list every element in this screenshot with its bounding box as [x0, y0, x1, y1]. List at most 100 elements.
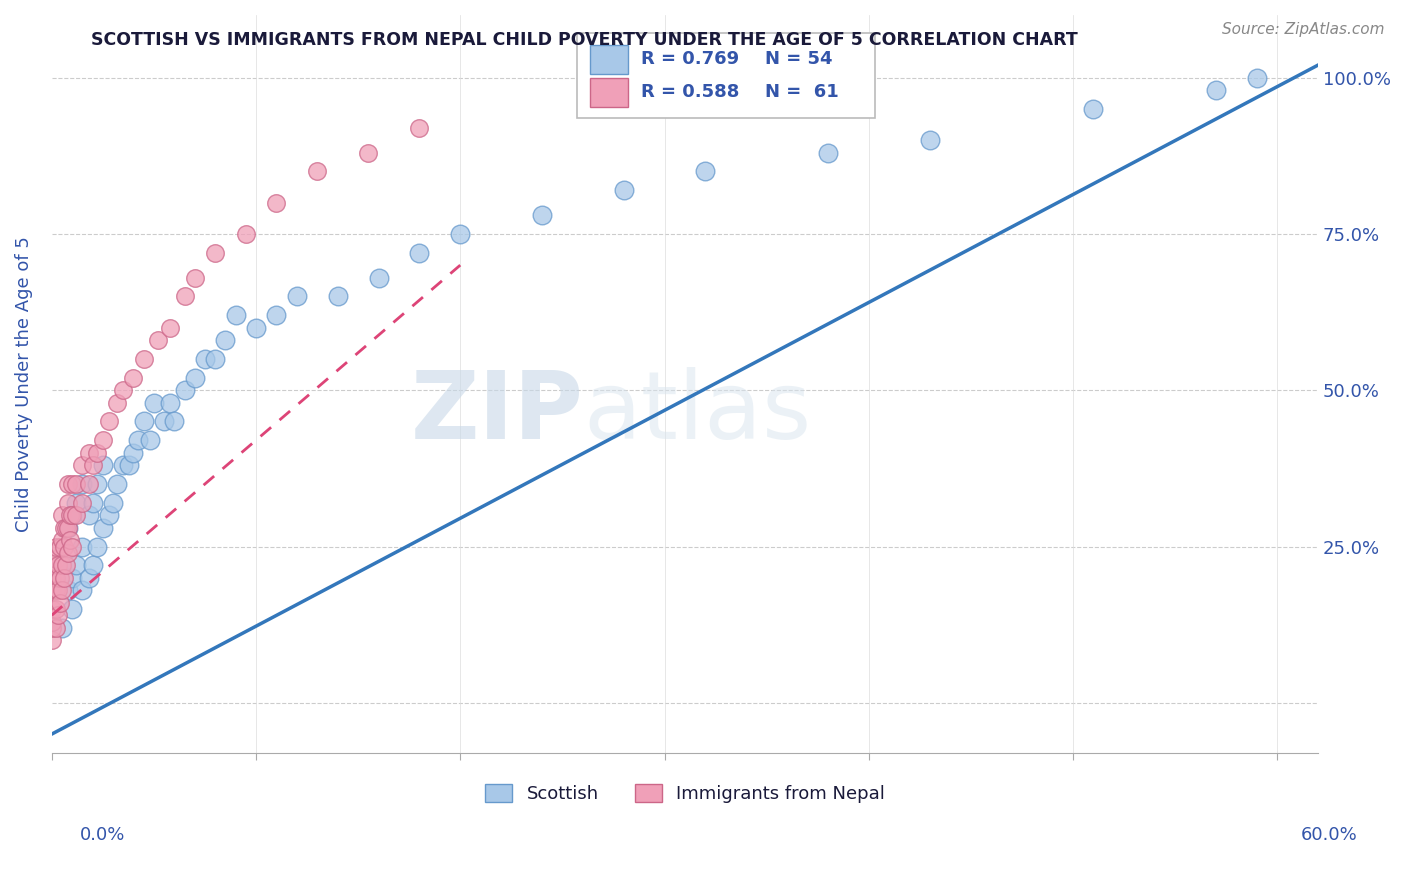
Point	[51, 583, 73, 598]
Point	[367, 270, 389, 285]
Point	[56, 521, 79, 535]
Point	[139, 434, 162, 448]
Text: N =  61: N = 61	[765, 84, 838, 102]
Point	[41, 558, 63, 573]
Point	[183, 370, 205, 384]
Point	[326, 289, 349, 303]
Point	[105, 477, 128, 491]
Point	[194, 351, 217, 366]
Point	[918, 133, 941, 147]
Point	[101, 496, 124, 510]
Point	[357, 145, 380, 160]
Point	[86, 477, 108, 491]
Point	[59, 533, 82, 548]
Point	[65, 558, 87, 573]
Point	[53, 571, 76, 585]
Point	[266, 308, 288, 322]
Point	[173, 383, 195, 397]
Point	[97, 508, 120, 523]
Point	[122, 446, 145, 460]
Point	[77, 477, 100, 491]
Point	[41, 633, 63, 648]
Point	[235, 227, 257, 241]
Point	[51, 621, 73, 635]
Point	[122, 370, 145, 384]
Point	[77, 446, 100, 460]
Point	[173, 289, 195, 303]
Point	[51, 558, 73, 573]
Point	[77, 571, 100, 585]
Point	[59, 508, 82, 523]
Point	[613, 183, 636, 197]
Text: N = 54: N = 54	[765, 50, 832, 69]
Point	[112, 458, 135, 473]
Point	[82, 458, 104, 473]
Point	[41, 615, 63, 629]
Point	[307, 164, 329, 178]
Point	[55, 558, 77, 573]
Point	[65, 496, 87, 510]
Point	[204, 245, 226, 260]
Legend: Scottish, Immigrants from Nepal: Scottish, Immigrants from Nepal	[478, 776, 893, 810]
Text: R = 0.769: R = 0.769	[641, 50, 738, 69]
Point	[53, 540, 76, 554]
Point	[41, 583, 63, 598]
Point	[60, 571, 83, 585]
Text: ZIP: ZIP	[411, 368, 583, 459]
Point	[41, 621, 63, 635]
Point	[91, 434, 114, 448]
Point	[60, 477, 83, 491]
Point	[142, 395, 165, 409]
Point	[45, 552, 67, 566]
Point	[65, 508, 87, 523]
Point	[817, 145, 839, 160]
Point	[77, 508, 100, 523]
Point	[41, 602, 63, 616]
Point	[46, 583, 69, 598]
Point	[159, 320, 181, 334]
Point	[60, 540, 83, 554]
Point	[56, 583, 79, 598]
Point	[60, 508, 83, 523]
Point	[127, 434, 149, 448]
Bar	[591, 78, 628, 107]
Point	[82, 496, 104, 510]
Point	[53, 521, 76, 535]
Point	[266, 195, 288, 210]
Point	[49, 540, 72, 554]
Text: atlas: atlas	[583, 368, 811, 459]
Point	[46, 558, 69, 573]
Point	[72, 477, 94, 491]
Point	[285, 289, 308, 303]
Point	[105, 395, 128, 409]
Point	[163, 414, 186, 428]
Point	[97, 414, 120, 428]
Point	[51, 558, 73, 573]
Point	[132, 414, 155, 428]
Text: SCOTTISH VS IMMIGRANTS FROM NEPAL CHILD POVERTY UNDER THE AGE OF 5 CORRELATION C: SCOTTISH VS IMMIGRANTS FROM NEPAL CHILD …	[91, 31, 1078, 49]
Point	[408, 245, 430, 260]
Point	[41, 571, 63, 585]
Point	[49, 571, 72, 585]
Point	[72, 458, 94, 473]
Text: R = 0.588: R = 0.588	[641, 84, 740, 102]
Point	[51, 533, 73, 548]
Point	[45, 602, 67, 616]
Point	[51, 508, 73, 523]
Y-axis label: Child Poverty Under the Age of 5: Child Poverty Under the Age of 5	[15, 236, 32, 532]
Text: 60.0%: 60.0%	[1301, 826, 1357, 844]
Point	[91, 458, 114, 473]
Point	[56, 477, 79, 491]
Point	[1205, 83, 1227, 97]
Point	[153, 414, 176, 428]
Point	[1083, 102, 1105, 116]
Point	[1246, 70, 1268, 85]
Point	[46, 608, 69, 623]
Point	[56, 521, 79, 535]
Point	[60, 602, 83, 616]
Point	[159, 395, 181, 409]
Point	[225, 308, 247, 322]
Point	[45, 540, 67, 554]
Point	[118, 458, 141, 473]
Point	[183, 270, 205, 285]
